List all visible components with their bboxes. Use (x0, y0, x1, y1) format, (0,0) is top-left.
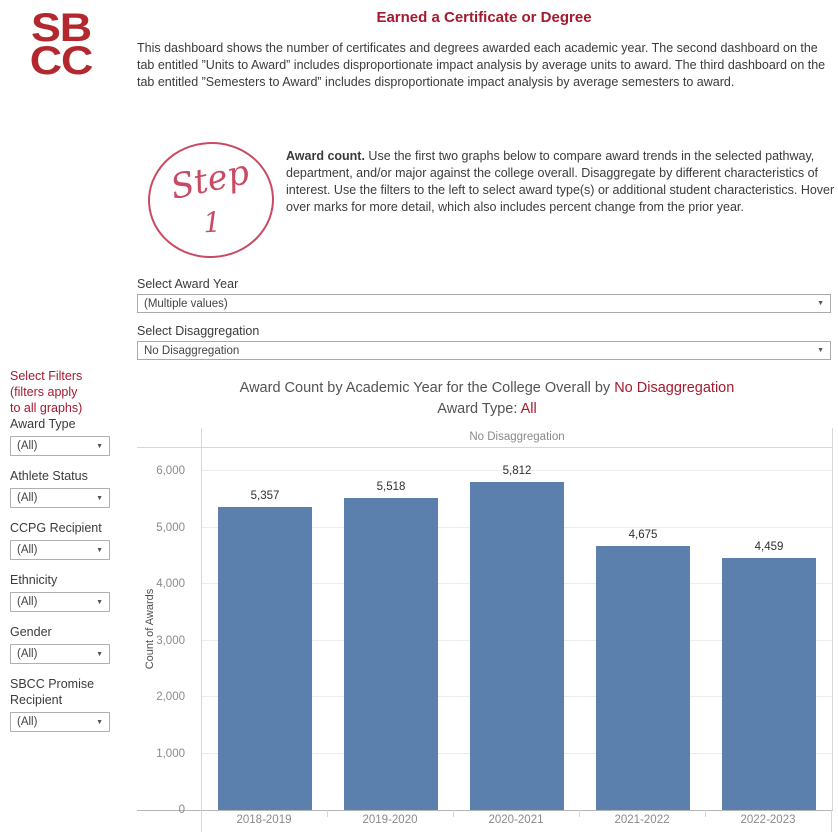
y-axis-tick-label: 0 (178, 804, 185, 816)
gridline (202, 470, 832, 471)
sbcc-logo: SB CC (14, 6, 108, 83)
filter-label: Athlete Status (10, 469, 88, 483)
axis-tick (579, 810, 580, 817)
bar-value-label: 4,675 (628, 529, 658, 541)
sbcc-promise-dropdown[interactable]: (All) ▼ (10, 712, 110, 732)
pane-header: No Disaggregation (202, 428, 832, 448)
header-underline-extension (137, 447, 201, 448)
chevron-down-icon: ▼ (96, 494, 103, 502)
plot-area: 5,357 5,518 5,812 4,675 4,459 (202, 448, 832, 810)
y-axis-tick-label: 2,000 (156, 691, 185, 703)
ethnicity-dropdown[interactable]: (All) ▼ (10, 592, 110, 612)
axis-tick (453, 810, 454, 817)
step-body: Use the first two graphs below to compar… (286, 149, 835, 214)
chevron-down-icon: ▼ (96, 546, 103, 554)
step-badge-number: 1 (202, 205, 222, 240)
y-axis-tick-label: 3,000 (156, 634, 185, 647)
filter-label: CCPG Recipient (10, 521, 102, 535)
chart-title: Award Count by Academic Year for the Col… (137, 378, 837, 420)
filter-label: SBCC Promise Recipient (10, 677, 95, 707)
chart-title-highlight: No Disaggregation (614, 380, 735, 396)
filter-label: Award Type (10, 417, 76, 431)
logo-line-2: CC (29, 39, 94, 83)
select-filters-heading: Select Filters (filters apply to all gra… (10, 369, 83, 415)
page-title: Earned a Certificate or Degree (376, 9, 592, 26)
chevron-down-icon: ▼ (817, 300, 824, 307)
bar-value-label: 4,459 (754, 541, 784, 553)
chart-subtitle-highlight: All (520, 401, 537, 417)
dashboard-description: This dashboard shows the number of certi… (137, 41, 826, 89)
chevron-down-icon: ▼ (96, 442, 103, 450)
logo-line-1: SB (31, 6, 92, 50)
select-disaggregation-label: Select Disaggregation (137, 324, 260, 338)
step-lead: Award count. (286, 149, 365, 163)
x-axis: 2018-2019 2019-2020 2020-2021 2021-2022 2022… (201, 814, 831, 832)
bar-2020-2021[interactable] (470, 482, 564, 810)
x-axis-label: 2018-2019 (236, 814, 292, 826)
y-axis-tick-label: 5,000 (156, 521, 185, 534)
bar-value-label: 5,812 (502, 465, 532, 477)
axis-tick (831, 810, 832, 832)
bar-2022-2023[interactable] (722, 558, 816, 810)
gender-dropdown[interactable]: (All) ▼ (10, 644, 110, 664)
filter-ccpg-recipient: CCPG Recipient (All) ▼ (10, 520, 110, 560)
filter-sbcc-promise: SBCC Promise Recipient (All) ▼ (10, 676, 110, 732)
select-award-year-label: Select Award Year (137, 277, 239, 291)
x-axis-label: 2022-2023 (740, 814, 796, 826)
filter-label: Ethnicity (10, 573, 58, 587)
disaggregation-value: No Disaggregation (144, 344, 240, 357)
disaggregation-dropdown[interactable]: No Disaggregation ▼ (137, 341, 831, 360)
bar-value-label: 5,518 (376, 481, 406, 493)
ccpg-recipient-dropdown[interactable]: (All) ▼ (10, 540, 110, 560)
chart-title-line-2: Award Type: All (437, 401, 537, 417)
chart-pane: No Disaggregation 5,357 5,518 5,812 4,675 4,… (201, 428, 833, 811)
bar-2018-2019[interactable] (218, 507, 312, 810)
x-axis-label: 2019-2020 (362, 814, 418, 826)
award-type-dropdown[interactable]: (All) ▼ (10, 436, 110, 456)
step-1-badge: Step 1 (145, 138, 277, 262)
chart-title-line-1: Award Count by Academic Year for the Col… (239, 380, 735, 396)
axis-tick (201, 810, 202, 832)
filter-award-type: Award Type (All) ▼ (10, 416, 110, 456)
filter-gender: Gender (All) ▼ (10, 624, 110, 664)
award-year-dropdown[interactable]: (Multiple values) ▼ (137, 294, 831, 313)
y-axis-tick-label: 1,000 (156, 747, 185, 760)
filter-sidebar: Award Type (All) ▼ Athlete Status (All) … (10, 416, 110, 744)
bar-2019-2020[interactable] (344, 498, 438, 810)
filter-athlete-status: Athlete Status (All) ▼ (10, 468, 110, 508)
chevron-down-icon: ▼ (96, 650, 103, 658)
y-axis-title: Count of Awards (144, 588, 156, 670)
step-1-instructions: Award count. Use the first two graphs be… (286, 148, 836, 216)
bar-value-label: 5,357 (250, 490, 280, 502)
y-axis-tick-label: 6,000 (156, 465, 185, 477)
y-axis-tick-label: 4,000 (156, 578, 185, 590)
chevron-down-icon: ▼ (96, 598, 103, 606)
filter-ethnicity: Ethnicity (All) ▼ (10, 572, 110, 612)
y-axis: 0 1,000 2,000 3,000 4,000 5,000 6,000 (137, 448, 193, 816)
bar-2021-2022[interactable] (596, 546, 690, 810)
filter-label: Gender (10, 625, 52, 639)
x-axis-label: 2021-2022 (614, 814, 670, 826)
axis-tick (705, 810, 706, 817)
athlete-status-dropdown[interactable]: (All) ▼ (10, 488, 110, 508)
chevron-down-icon: ▼ (96, 718, 103, 726)
award-year-value: (Multiple values) (144, 297, 228, 310)
step-badge-word: Step (167, 152, 253, 208)
x-axis-label: 2020-2021 (488, 814, 544, 826)
x-axis-extension (137, 810, 201, 811)
chevron-down-icon: ▼ (817, 347, 824, 354)
axis-tick (327, 810, 328, 817)
